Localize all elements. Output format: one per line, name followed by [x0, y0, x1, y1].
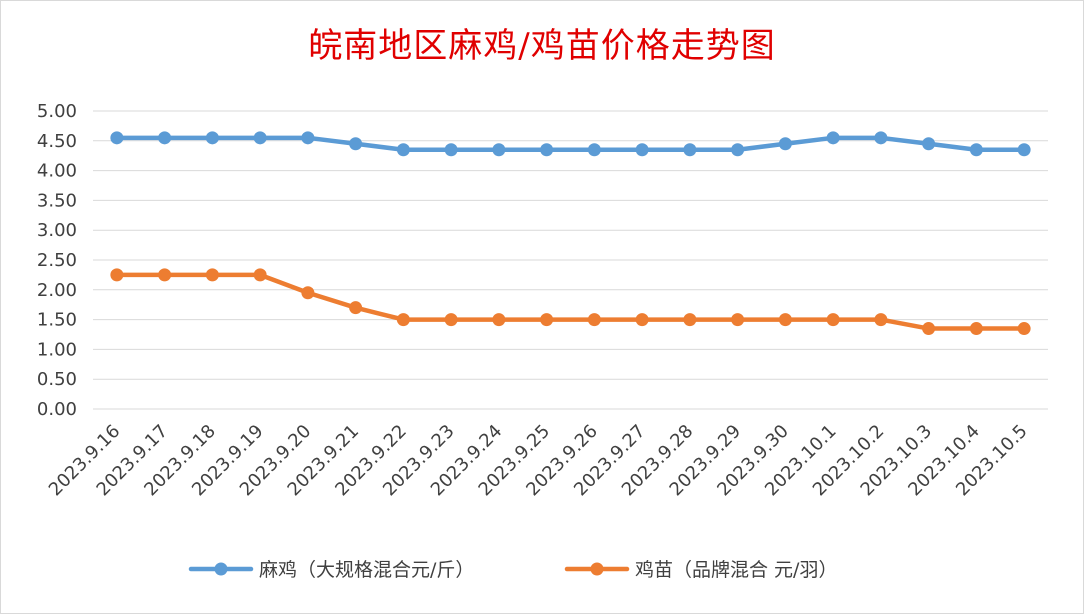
gridlines — [93, 110, 1048, 410]
y-tick-label: 4.50 — [37, 131, 77, 152]
data-point — [826, 131, 840, 145]
data-point — [492, 313, 506, 327]
y-tick-label: 2.50 — [37, 250, 77, 271]
data-point — [253, 131, 267, 145]
data-point — [587, 313, 601, 327]
data-point — [540, 313, 554, 327]
series-0 — [110, 131, 1031, 157]
data-point — [731, 313, 745, 327]
legend-swatch-marker — [590, 562, 604, 576]
legend-item: 麻鸡（大规格混合元/斤） — [188, 559, 474, 581]
data-point — [444, 313, 458, 327]
data-point — [635, 313, 649, 327]
data-point — [492, 143, 506, 157]
data-point — [922, 137, 936, 151]
data-point — [158, 268, 172, 282]
legend-swatch-marker — [214, 562, 228, 576]
y-tick-label: 4.00 — [37, 161, 77, 182]
data-point — [110, 131, 124, 145]
y-tick-label: 2.00 — [37, 280, 77, 301]
legend: 麻鸡（大规格混合元/斤） 鸡苗（品牌混合 元/羽） — [188, 559, 837, 581]
data-point — [349, 137, 363, 151]
data-point — [396, 313, 410, 327]
data-point — [205, 131, 219, 145]
legend-label: 鸡苗（品牌混合 元/羽） — [635, 559, 837, 581]
data-point — [778, 137, 792, 151]
data-point — [969, 143, 983, 157]
data-point — [158, 131, 172, 145]
legend-item: 鸡苗（品牌混合 元/羽） — [564, 559, 837, 581]
series-lines — [110, 131, 1031, 336]
data-point — [826, 313, 840, 327]
data-point — [731, 143, 745, 157]
y-tick-label: 1.50 — [37, 310, 77, 331]
y-tick-label: 0.50 — [37, 369, 77, 390]
data-point — [874, 131, 888, 145]
chart-title: 皖南地区麻鸡/鸡苗价格走势图 — [308, 26, 776, 66]
data-point — [301, 286, 315, 300]
data-point — [349, 301, 363, 315]
y-tick-label: 3.00 — [37, 220, 77, 241]
series-line — [114, 135, 1027, 152]
data-point — [778, 313, 792, 327]
data-point — [1017, 322, 1031, 336]
data-point — [969, 322, 983, 336]
y-tick-label: 5.00 — [37, 101, 77, 122]
y-axis-ticks: 0.00 0.50 1.00 1.50 2.00 2.50 3.00 3.50 4.00 4.50… — [37, 101, 77, 420]
data-point — [683, 143, 697, 157]
data-point — [396, 143, 410, 157]
data-point — [205, 268, 219, 282]
data-point — [635, 143, 649, 157]
x-axis-ticks: 2023.9.162023.9.172023.9.182023.9.192023… — [45, 421, 1032, 501]
data-point — [110, 268, 124, 282]
data-point — [444, 143, 458, 157]
data-point — [922, 322, 936, 336]
data-point — [253, 268, 267, 282]
series-line — [114, 272, 1027, 331]
data-point — [587, 143, 601, 157]
data-point — [540, 143, 554, 157]
legend-label: 麻鸡（大规格混合元/斤） — [259, 559, 474, 581]
data-point — [301, 131, 315, 145]
data-point — [1017, 143, 1031, 157]
series-1 — [110, 268, 1031, 336]
data-point — [683, 313, 697, 327]
y-tick-label: 1.00 — [37, 339, 77, 360]
data-point — [874, 313, 888, 327]
y-tick-label: 0.00 — [37, 399, 77, 420]
y-tick-label: 3.50 — [37, 190, 77, 211]
